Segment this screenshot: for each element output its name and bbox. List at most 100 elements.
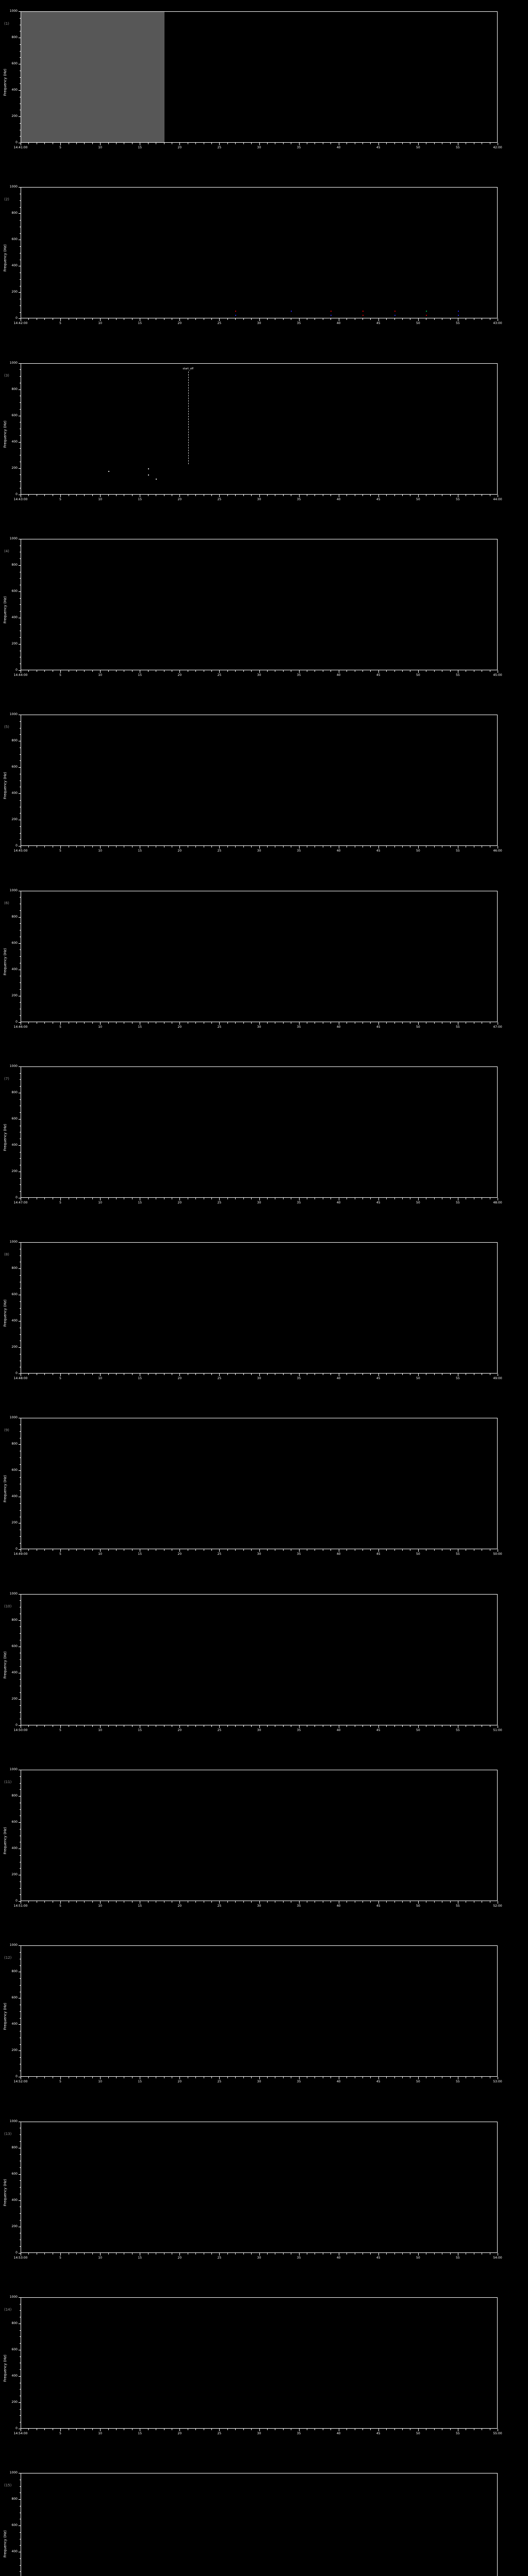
x-axis-minor-tick [227,670,228,672]
x-axis-minor-tick [227,318,228,320]
x-axis-tick-label: 25 [217,1904,222,1908]
x-axis-minor-tick [434,318,435,320]
y-axis-minor-tick [20,1301,21,1302]
x-axis-minor-tick [44,2428,45,2430]
y-axis-minor-tick [20,734,21,735]
x-axis-tick-label: 15 [138,1025,142,1029]
x-axis-tick-label: 45 [376,1728,381,1732]
x-axis-tick-label: 15 [138,1728,142,1732]
x-axis-tick-label: 40 [336,146,341,149]
x-axis-minor-tick [386,143,387,144]
x-axis-tick-label: 5 [59,497,61,501]
y-axis-minor-tick [20,839,21,840]
x-axis-minor-tick [44,1374,45,1376]
y-axis-minor-tick [20,760,21,761]
x-axis-tick [259,1901,260,1904]
panel-index-label: (12) [4,1956,12,1960]
y-axis-minor-tick [20,1275,21,1276]
y-axis-tick-label: 800 [11,2321,18,2325]
annotation-marker-line [188,371,189,464]
x-axis-tick-label: 40 [336,1904,341,1908]
x-axis-tick-label: 25 [217,321,222,326]
y-axis-label: Frequency (Hz) [3,947,7,975]
x-axis-minor-tick [283,2428,284,2430]
x-axis-tick-label: 15 [138,1377,142,1381]
x-axis-minor-tick [394,2252,395,2255]
x-axis-tick [100,1725,101,1728]
x-axis-tick-label: 14:47:00 [13,1200,28,1205]
x-axis-tick-label: 40 [336,1728,341,1732]
x-axis-minor-tick [267,1901,268,1903]
x-axis-tick-label: 15 [138,321,142,326]
x-axis-tick-label: 50 [416,2431,420,2435]
x-axis-tick-label: 45 [376,2256,381,2260]
x-axis-tick-label: 51:00 [493,1728,502,1732]
x-axis-minor-tick [370,2428,371,2430]
y-axis-minor-tick [20,1543,21,1544]
x-axis-tick-label: 35 [296,673,301,677]
y-axis-minor-tick [20,1692,21,1693]
spectrogram-panel: (10) Frequency (Hz) 0 200 400 600 800 1000 14:50… [0,1582,528,1758]
x-axis-tick-label: 14:44:00 [13,673,28,677]
x-axis-minor-tick [402,1549,403,1551]
x-axis-tick-label: 40 [336,2256,341,2260]
x-axis-minor-tick [227,2428,228,2430]
x-axis-tick-label: 20 [177,2256,182,2260]
x-axis-minor-tick [235,494,236,496]
x-axis-minor-tick [243,143,244,144]
y-axis-tick-label: 600 [11,238,18,242]
x-axis-tick-label: 5 [59,673,61,677]
x-axis-minor-tick [402,670,403,672]
x-axis-minor-tick [243,846,244,848]
x-axis-minor-tick [450,1901,451,1903]
x-axis-tick-label: 25 [217,1552,222,1556]
x-axis-minor-tick [235,1549,236,1551]
y-axis-tick-label: 200 [11,290,18,294]
x-axis-minor-tick [44,670,45,672]
x-axis-tick [378,494,379,497]
y-axis-tick [19,1699,21,1700]
x-axis-minor-tick [346,1901,348,1903]
y-axis-tick-label: 600 [11,2523,18,2528]
x-axis-tick-label: 35 [296,1377,301,1381]
y-axis-minor-tick [20,833,21,834]
x-axis-minor-tick [283,670,284,672]
x-axis-tick-label: 15 [138,146,142,149]
plot-axes-frame [21,2297,498,2429]
x-axis-tick-label: 55 [456,497,460,501]
x-axis-minor-tick [267,1725,268,1727]
x-axis-tick [259,2077,260,2080]
x-axis-minor-tick [108,2077,109,2079]
x-axis-tick-label: 35 [296,2256,301,2260]
y-axis-tick-label: 1000 [9,2119,18,2123]
x-axis-minor-tick [227,1549,228,1551]
y-axis-label: Frequency (Hz) [3,596,7,623]
x-axis-tick [179,1549,180,1552]
panel-index-label: (15) [4,2483,12,2488]
x-axis-tick-label: 14:42:00 [13,321,28,326]
y-axis-minor-tick [20,481,21,482]
x-axis-minor-tick [227,1197,228,1199]
x-axis-tick-label: 45 [376,2080,381,2084]
plot-axes-frame [21,2121,498,2253]
y-axis-label: Frequency (Hz) [3,244,7,272]
x-axis-minor-tick [450,1022,451,1024]
x-axis-tick-label: 20 [177,1904,182,1908]
x-axis-tick-label: 10 [98,321,102,326]
x-axis-minor-tick [283,1022,284,1024]
y-axis-label: Frequency (Hz) [3,1651,7,1679]
x-axis-minor-tick [386,494,387,496]
y-axis-tick-label: 600 [11,62,18,65]
y-axis-tick-label: 200 [11,1521,18,1525]
data-marker [235,310,237,312]
x-axis-tick-label: 50 [416,673,420,677]
x-axis-minor-tick [267,318,268,320]
y-axis-minor-tick [20,1334,21,1335]
y-axis-minor-tick [20,604,21,605]
x-axis-tick [299,1725,300,1728]
plot-data-region [21,1067,497,1197]
y-axis-tick-label: 1000 [9,888,18,892]
y-axis-minor-tick [20,1158,21,1159]
y-axis-minor-tick [20,1809,21,1810]
x-axis-minor-tick [108,1022,109,1024]
